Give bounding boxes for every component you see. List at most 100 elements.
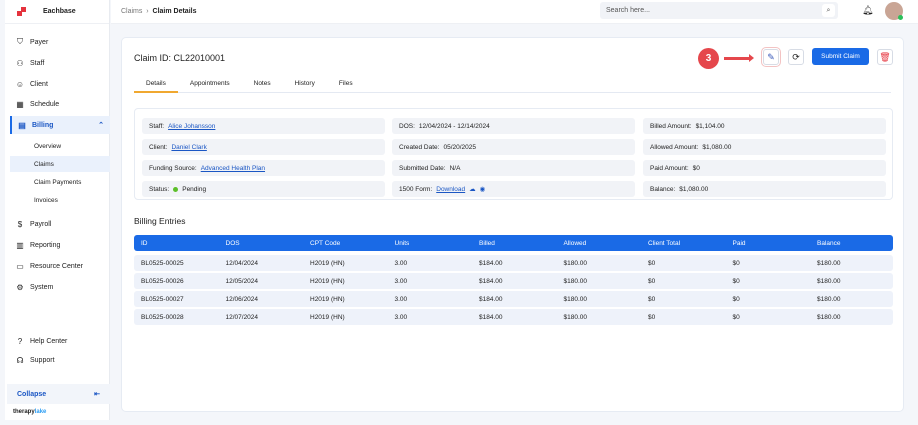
sidebar-sub-claim-payments[interactable]: Claim Payments — [34, 178, 82, 186]
cell: BL0525-00028 — [141, 313, 184, 321]
cell: $180.00 — [563, 259, 588, 267]
table-row[interactable]: BL0525-00027 12/06/2024 H2019 (HN) 3.00 $184… — [134, 291, 893, 307]
tab-notes[interactable]: Notes — [253, 80, 271, 87]
cell: 3.00 — [394, 277, 408, 285]
tab-files[interactable]: Files — [338, 80, 353, 87]
logo[interactable]: Eachbase — [5, 0, 109, 24]
cell: $180.00 — [817, 277, 841, 285]
value: $1,104.00 — [695, 122, 725, 130]
label: Payroll — [30, 220, 52, 228]
cell: $184.00 — [479, 313, 503, 321]
delete-button[interactable]: 🗑︎ — [877, 49, 893, 65]
label: Funding Source: — [149, 164, 197, 172]
field-billed: Billed Amount: $1,104.00 — [643, 118, 886, 134]
sidebar-item-staff[interactable]: ⚇ Staff — [10, 54, 110, 72]
cell: $184.00 — [479, 295, 503, 303]
client-link[interactable]: Daniel Clark — [171, 143, 207, 151]
submit-claim-button[interactable]: Submit Claim — [812, 48, 869, 65]
tab-details[interactable]: Details — [134, 80, 178, 93]
table-row[interactable]: BL0525-00028 12/07/2024 H2019 (HN) 3.00 $184… — [134, 309, 893, 325]
sidebar-item-schedule[interactable]: ▦ Schedule — [10, 95, 110, 113]
cloud-download-icon[interactable]: ☁ — [469, 186, 476, 193]
billing-table: ID DOS CPT Code Units Billed Allowed Client To… — [134, 235, 893, 327]
sidebar-item-payer[interactable]: ⛉ Payer — [10, 33, 110, 51]
search-input[interactable]: Search here... ⌕ — [600, 2, 838, 19]
field-created: Created Date: 05/20/2025 — [392, 139, 635, 155]
refresh-button[interactable]: ⟳ — [788, 49, 804, 65]
claim-info: Staff: Alice Johansson Client: Daniel Clar… — [134, 108, 893, 200]
field-dos: DOS: 12/04/2024 - 12/14/2024 — [392, 118, 635, 134]
cell: 12/05/2024 — [225, 277, 259, 285]
shield-icon: ⛉ — [17, 37, 23, 46]
field-balance: Balance: $1,080.00 — [643, 181, 886, 197]
billing-entries-title: Billing Entries — [134, 216, 186, 226]
edit-button[interactable]: ✎ — [761, 47, 781, 67]
label: Client — [30, 80, 48, 88]
cell: $180.00 — [817, 313, 841, 321]
sidebar-item-help-center[interactable]: ? Help Center — [10, 332, 110, 350]
gear-icon: ⚙ — [16, 282, 24, 292]
label: Client: — [149, 143, 168, 151]
brand-logo: therapylake — [13, 409, 47, 415]
sidebar: Eachbase ⛉ Payer ⚇ Staff ☺ Client ▦ Schedule… — [5, 0, 110, 420]
collapse-button[interactable]: Collapse ⇤ — [7, 384, 110, 404]
folder-icon: ▭ — [16, 261, 24, 271]
tab-appointments[interactable]: Appointments — [189, 80, 230, 87]
cell: 12/07/2024 — [225, 313, 259, 321]
avatar[interactable] — [885, 2, 903, 20]
field-1500-form: 1500 Form: Download ☁ ◉ — [392, 181, 635, 197]
table-row[interactable]: BL0525-00026 12/05/2024 H2019 (HN) 3.00 $184… — [134, 273, 893, 289]
cell: $0 — [732, 259, 740, 267]
sidebar-item-support[interactable]: ☊ Support — [10, 351, 110, 369]
sidebar-sub-claims[interactable]: Claims — [10, 156, 110, 172]
table-header: ID DOS CPT Code Units Billed Allowed Client To… — [134, 235, 893, 251]
sidebar-sub-invoices[interactable]: Invoices — [34, 196, 58, 204]
download-link[interactable]: Download — [436, 185, 466, 193]
headset-icon: ☊ — [16, 355, 24, 365]
cell: $0 — [732, 313, 740, 321]
breadcrumb-current: Claim Details — [152, 8, 197, 15]
label: Balance: — [650, 185, 676, 193]
value: $1,080.00 — [702, 143, 732, 151]
cell: $180.00 — [817, 259, 841, 267]
label: Staff — [30, 59, 45, 67]
tab-history[interactable]: History — [294, 80, 315, 87]
funding-link[interactable]: Advanced Health Plan — [200, 164, 266, 172]
value: N/A — [449, 164, 461, 172]
cell: CPT Code — [310, 239, 341, 247]
tabs: Details Appointments Notes History Files — [134, 80, 891, 93]
breadcrumb-claims[interactable]: Claims — [121, 8, 143, 15]
cell: $0 — [648, 259, 656, 267]
label: Schedule — [30, 100, 60, 108]
field-funding: Funding Source: Advanced Health Plan — [142, 160, 385, 176]
table-row[interactable]: BL0525-00025 12/04/2024 H2019 (HN) 3.00 $184… — [134, 255, 893, 271]
label: Billed Amount: — [650, 122, 692, 130]
help-icon: ? — [17, 336, 23, 346]
sidebar-item-payroll[interactable]: $ Payroll — [10, 215, 110, 233]
eye-icon[interactable]: ◉ — [479, 186, 486, 193]
cell: H2019 (HN) — [310, 259, 345, 267]
sidebar-sub-overview[interactable]: Overview — [34, 142, 62, 150]
bell-icon[interactable]: 🔔︎ — [862, 5, 874, 15]
label: Resource Center — [30, 262, 83, 270]
cell: BL0525-00025 — [141, 259, 184, 267]
sidebar-item-system[interactable]: ⚙ System — [10, 278, 110, 296]
field-allowed: Allowed Amount: $1,080.00 — [643, 139, 886, 155]
sidebar-item-billing[interactable]: ▤ Billing ⌃ — [10, 116, 110, 134]
payroll-icon: $ — [17, 219, 23, 229]
cell: $0 — [648, 277, 656, 285]
value: $1,080.00 — [679, 185, 709, 193]
sidebar-item-resource-center[interactable]: ▭ Resource Center — [10, 257, 110, 275]
staff-link[interactable]: Alice Johansson — [168, 122, 216, 130]
breadcrumb: Claims › Claim Details — [121, 8, 197, 15]
label: DOS: — [399, 122, 415, 130]
sidebar-item-client[interactable]: ☺ Client — [10, 75, 110, 93]
sidebar-item-reporting[interactable]: ▥ Reporting — [10, 236, 110, 254]
search-icon[interactable]: ⌕ — [822, 4, 835, 17]
cell: $180.00 — [817, 295, 841, 303]
label: Staff: — [149, 122, 165, 130]
cell: $0 — [648, 295, 656, 303]
logo-icon — [15, 5, 29, 19]
value: $0 — [692, 164, 700, 172]
cell: $0 — [732, 295, 740, 303]
